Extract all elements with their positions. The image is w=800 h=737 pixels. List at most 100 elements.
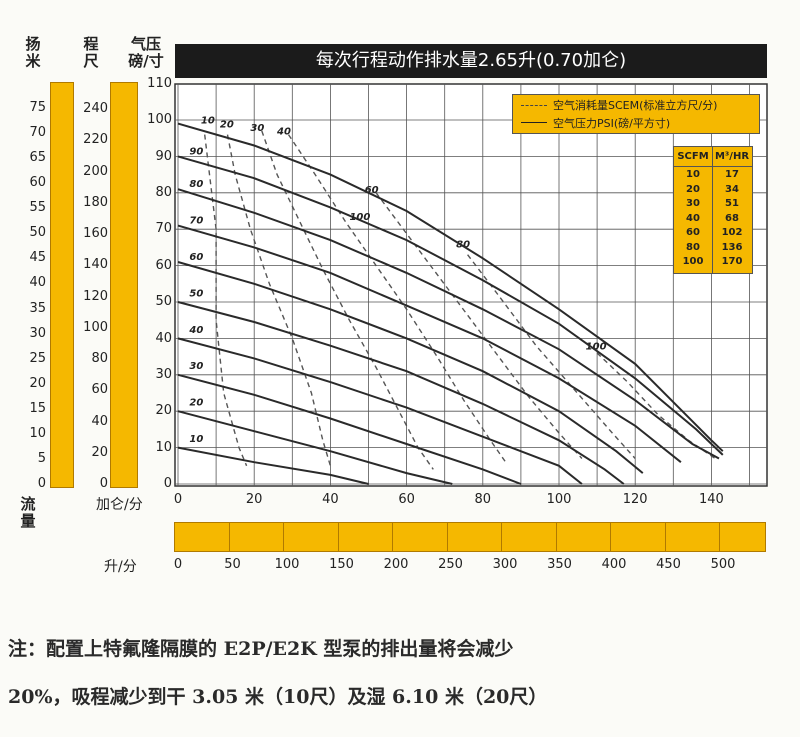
air-consumption-line-20 bbox=[226, 134, 332, 466]
lpm-tick-label: 200 bbox=[383, 557, 409, 572]
pressure-line-60 bbox=[177, 261, 644, 474]
performance-chart: 10 20 30 40 60 80 100 10 20 30 40 50 60 70 80 90 100 bbox=[174, 83, 768, 487]
conversion-table-cell: 40 bbox=[686, 212, 700, 224]
air-consumption-line-40 bbox=[287, 134, 507, 463]
air-consumption-label-20: 20 bbox=[220, 119, 234, 130]
pressure-label-100: 100 bbox=[349, 212, 370, 223]
flow-label: 流量 bbox=[20, 495, 36, 530]
lpm-bar-divider bbox=[283, 523, 284, 551]
gpm-tick-label: 20 bbox=[245, 492, 263, 507]
psi-tick-label: 50 bbox=[155, 294, 172, 310]
psi-tick-label: 100 bbox=[147, 112, 172, 128]
legend: 空气消耗量SCEM(标准立方尺/分) 空气压力PSI(磅/平方寸) bbox=[512, 94, 760, 134]
conversion-table-header: M³/HR bbox=[714, 151, 750, 162]
m-tick-label: 35 bbox=[29, 300, 46, 316]
gpm-tick-label: 80 bbox=[474, 492, 492, 507]
lpm-bar-divider bbox=[719, 523, 720, 551]
psi-tick-label: 60 bbox=[155, 257, 172, 273]
m-tick-label: 60 bbox=[29, 175, 46, 191]
lpm-tick-label: 250 bbox=[438, 557, 463, 572]
m-tick-label: 15 bbox=[29, 400, 46, 416]
lpm-scale-bar bbox=[174, 522, 766, 552]
pressure-line-80 bbox=[177, 188, 720, 460]
plot-area bbox=[174, 83, 768, 487]
footnote-line-2: 20%，吸程减少到干 3.05 米（10尺）及湿 6.10 米（20尺） bbox=[8, 686, 548, 708]
m-axis-label: 扬 米 bbox=[25, 35, 41, 70]
pressure-line-70 bbox=[177, 224, 682, 463]
lpm-bar-divider bbox=[228, 523, 230, 551]
pressure-line-50 bbox=[177, 301, 625, 485]
lpm-tick-label: 400 bbox=[601, 557, 627, 572]
psi-tick-label: 40 bbox=[155, 330, 172, 346]
pressure-label-60: 60 bbox=[189, 252, 203, 263]
air-consumption-label-100: 100 bbox=[586, 341, 607, 352]
lpm-bar-divider bbox=[446, 523, 448, 551]
m-tick-label: 30 bbox=[29, 325, 46, 341]
lpm-bar-divider bbox=[337, 523, 339, 551]
m-tick-label: 10 bbox=[29, 425, 46, 441]
m-tick-label: 55 bbox=[29, 200, 46, 216]
gpm-tick-label: 100 bbox=[546, 492, 572, 507]
pressure-line-10 bbox=[177, 446, 369, 485]
m-scale-bar bbox=[50, 82, 74, 488]
conversion-table-cell: 170 bbox=[721, 256, 743, 267]
m-tick-label: 65 bbox=[29, 150, 46, 166]
air-consumption-label-60: 60 bbox=[365, 185, 379, 196]
pressure-line-40 bbox=[177, 337, 583, 485]
ft-tick-label: 220 bbox=[83, 132, 108, 148]
ft-tick-label: 240 bbox=[83, 101, 108, 116]
conversion-table-cell: 102 bbox=[721, 227, 743, 238]
conversion-table-cell: 68 bbox=[725, 212, 739, 224]
m-tick-label: 75 bbox=[29, 100, 46, 115]
pressure-line-30 bbox=[177, 373, 522, 485]
psi-tick-label: 80 bbox=[155, 185, 172, 201]
ft-tick-label: 180 bbox=[83, 194, 108, 210]
psi-tick-label: 70 bbox=[155, 221, 172, 237]
m-tick-label: 50 bbox=[29, 225, 46, 241]
conversion-table-cell: 100 bbox=[682, 256, 704, 267]
psi-tick-label: 0 bbox=[163, 476, 172, 491]
lpm-tick-label: 0 bbox=[173, 557, 183, 572]
gpm-unit-label: 加仑/分 bbox=[96, 497, 143, 513]
ft-axis-label: 程 尺 bbox=[83, 35, 99, 70]
ft-tick-label: 200 bbox=[83, 163, 108, 179]
pressure-label-30: 30 bbox=[189, 361, 203, 372]
legend-dashed-label: 空气消耗量SCEM(标准立方尺/分) bbox=[553, 99, 718, 112]
legend-solid-label: 空气压力PSI(磅/平方寸) bbox=[553, 117, 671, 130]
air-consumption-line-80 bbox=[467, 254, 636, 459]
conversion-table-cell: 17 bbox=[725, 169, 739, 180]
ft-tick-label: 120 bbox=[83, 288, 108, 304]
footnote-line-1: 注：配置上特氟隆隔膜的 E2P/E2K 型泵的排出量将会减少 bbox=[8, 638, 514, 660]
psi-tick-label: 30 bbox=[155, 366, 172, 382]
psi-tick-label: 20 bbox=[155, 403, 172, 419]
psi-tick-label: 10 bbox=[155, 439, 172, 455]
pressure-line-100 bbox=[177, 122, 724, 452]
psi-tick-label: 110 bbox=[147, 76, 172, 91]
conversion-table-cell: 51 bbox=[725, 198, 739, 209]
pressure-label-70: 70 bbox=[189, 216, 203, 227]
m-tick-label: 5 bbox=[37, 450, 46, 466]
m-tick-label: 25 bbox=[29, 350, 46, 366]
lpm-bar-divider bbox=[392, 523, 393, 551]
air-consumption-label-30: 30 bbox=[250, 123, 264, 134]
pressure-label-20: 20 bbox=[189, 398, 203, 409]
ft-tick-label: 0 bbox=[99, 476, 108, 491]
gpm-tick-label: 120 bbox=[622, 492, 648, 507]
conversion-table-cell: 30 bbox=[686, 198, 700, 209]
m-tick-label: 0 bbox=[37, 476, 46, 491]
m-tick-label: 70 bbox=[29, 125, 46, 141]
conversion-table-header-rule bbox=[674, 166, 752, 167]
lpm-bar-divider bbox=[664, 523, 666, 551]
conversion-table-cell: 10 bbox=[686, 169, 700, 180]
lpm-tick-label: 350 bbox=[547, 557, 572, 572]
lpm-tick-label: 300 bbox=[492, 557, 518, 572]
ft-tick-label: 160 bbox=[83, 226, 108, 241]
conversion-table-divider bbox=[712, 147, 713, 273]
legend-dashed-swatch bbox=[521, 105, 547, 106]
lpm-unit-label: 升/分 bbox=[104, 559, 137, 575]
lpm-tick-label: 150 bbox=[329, 557, 354, 572]
m-tick-label: 20 bbox=[29, 375, 46, 391]
ft-tick-label: 40 bbox=[91, 413, 108, 429]
lpm-tick-label: 450 bbox=[656, 557, 681, 572]
lpm-bar-divider bbox=[555, 523, 557, 551]
